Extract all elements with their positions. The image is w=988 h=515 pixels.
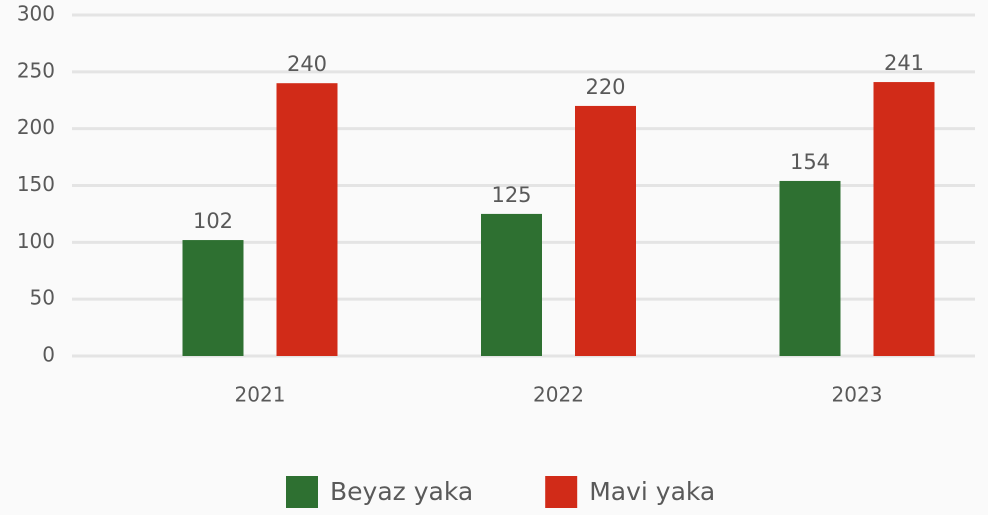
legend-label: Mavi yaka: [589, 477, 715, 506]
value-label: 154: [790, 150, 830, 174]
x-tick-label: 2021: [235, 383, 286, 407]
y-tick-label: 300: [17, 2, 55, 26]
y-tick-label: 200: [17, 115, 55, 139]
bar: [575, 105, 636, 356]
value-label: 102: [193, 209, 233, 233]
y-tick-label: 50: [30, 286, 55, 310]
value-label: 240: [287, 52, 327, 76]
bar: [873, 82, 935, 357]
legend-swatch: [545, 476, 578, 508]
value-label: 220: [585, 75, 625, 99]
bar: [779, 180, 841, 356]
legend-swatch: [286, 476, 318, 508]
y-tick-label: 250: [17, 58, 55, 82]
value-label: 241: [884, 51, 924, 75]
x-tick-label: 2022: [533, 383, 584, 407]
value-label: 125: [491, 183, 531, 207]
x-tick-label: 2023: [832, 383, 883, 407]
bar: [182, 240, 244, 356]
y-tick-label: 150: [17, 172, 55, 196]
legend-label: Beyaz yaka: [330, 477, 473, 506]
bar: [481, 213, 542, 356]
bar: [276, 83, 338, 356]
y-tick-label: 100: [17, 229, 55, 253]
y-tick-label: 0: [42, 343, 55, 367]
